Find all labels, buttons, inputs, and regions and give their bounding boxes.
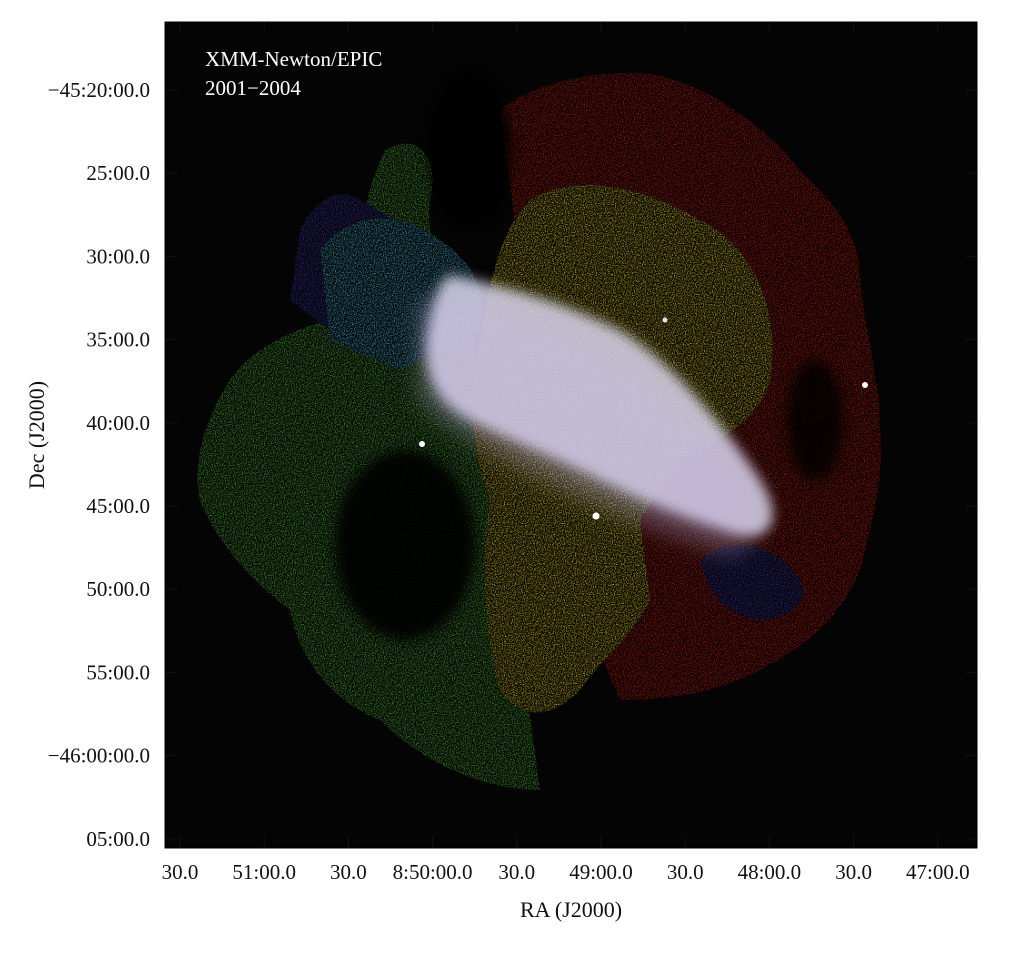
x-tick-label: 30.0 xyxy=(835,860,872,884)
x-tick-label: 49:00.0 xyxy=(569,860,633,884)
dark-cavity-east xyxy=(787,360,843,480)
x-tick-label: 30.0 xyxy=(330,860,367,884)
x-tick-label: 30.0 xyxy=(498,860,535,884)
y-axis-ticks: −45:20:00.0 25:00.0 30:00.0 35:00.0 40:00.0 4… xyxy=(48,78,977,851)
y-tick-label: −46:00:00.0 xyxy=(48,744,150,768)
y-tick-label: 35:00.0 xyxy=(86,328,150,352)
y-tick-label: 55:00.0 xyxy=(86,660,150,684)
years-label: 2001−2004 xyxy=(205,76,301,100)
x-tick-label: 30.0 xyxy=(162,860,199,884)
dark-cavity xyxy=(335,450,475,640)
y-axis-title: Dec (J2000) xyxy=(24,381,49,489)
point-source xyxy=(662,317,668,323)
remnant-image xyxy=(197,73,881,790)
y-tick-label: −45:20:00.0 xyxy=(48,78,150,102)
y-tick-label: 30:00.0 xyxy=(86,244,150,268)
x-tick-label: 47:00.0 xyxy=(906,860,970,884)
y-tick-label: 05:00.0 xyxy=(86,827,150,851)
y-tick-label: 50:00.0 xyxy=(86,577,150,601)
violet-band-glow xyxy=(420,300,758,552)
instrument-label: XMM-Newton/EPIC xyxy=(205,47,382,71)
x-tick-label: 51:00.0 xyxy=(232,860,296,884)
x-tick-label: 30.0 xyxy=(667,860,704,884)
y-tick-label: 25:00.0 xyxy=(86,161,150,185)
dark-cavity-north xyxy=(430,75,510,225)
x-axis-ticks: 30.0 51:00.0 30.0 8:50:00.0 30.0 49:00.0 30.0 4… xyxy=(162,22,970,884)
point-source xyxy=(862,382,868,388)
x-tick-label: 8:50:00.0 xyxy=(393,860,473,884)
blue-emission-region-southeast xyxy=(700,545,803,620)
x-tick-label: 48:00.0 xyxy=(738,860,802,884)
y-tick-label: 45:00.0 xyxy=(86,494,150,518)
x-axis-title: RA (J2000) xyxy=(520,897,622,922)
point-source xyxy=(592,512,600,520)
y-tick-label: 40:00.0 xyxy=(86,411,150,435)
point-source xyxy=(419,441,425,447)
